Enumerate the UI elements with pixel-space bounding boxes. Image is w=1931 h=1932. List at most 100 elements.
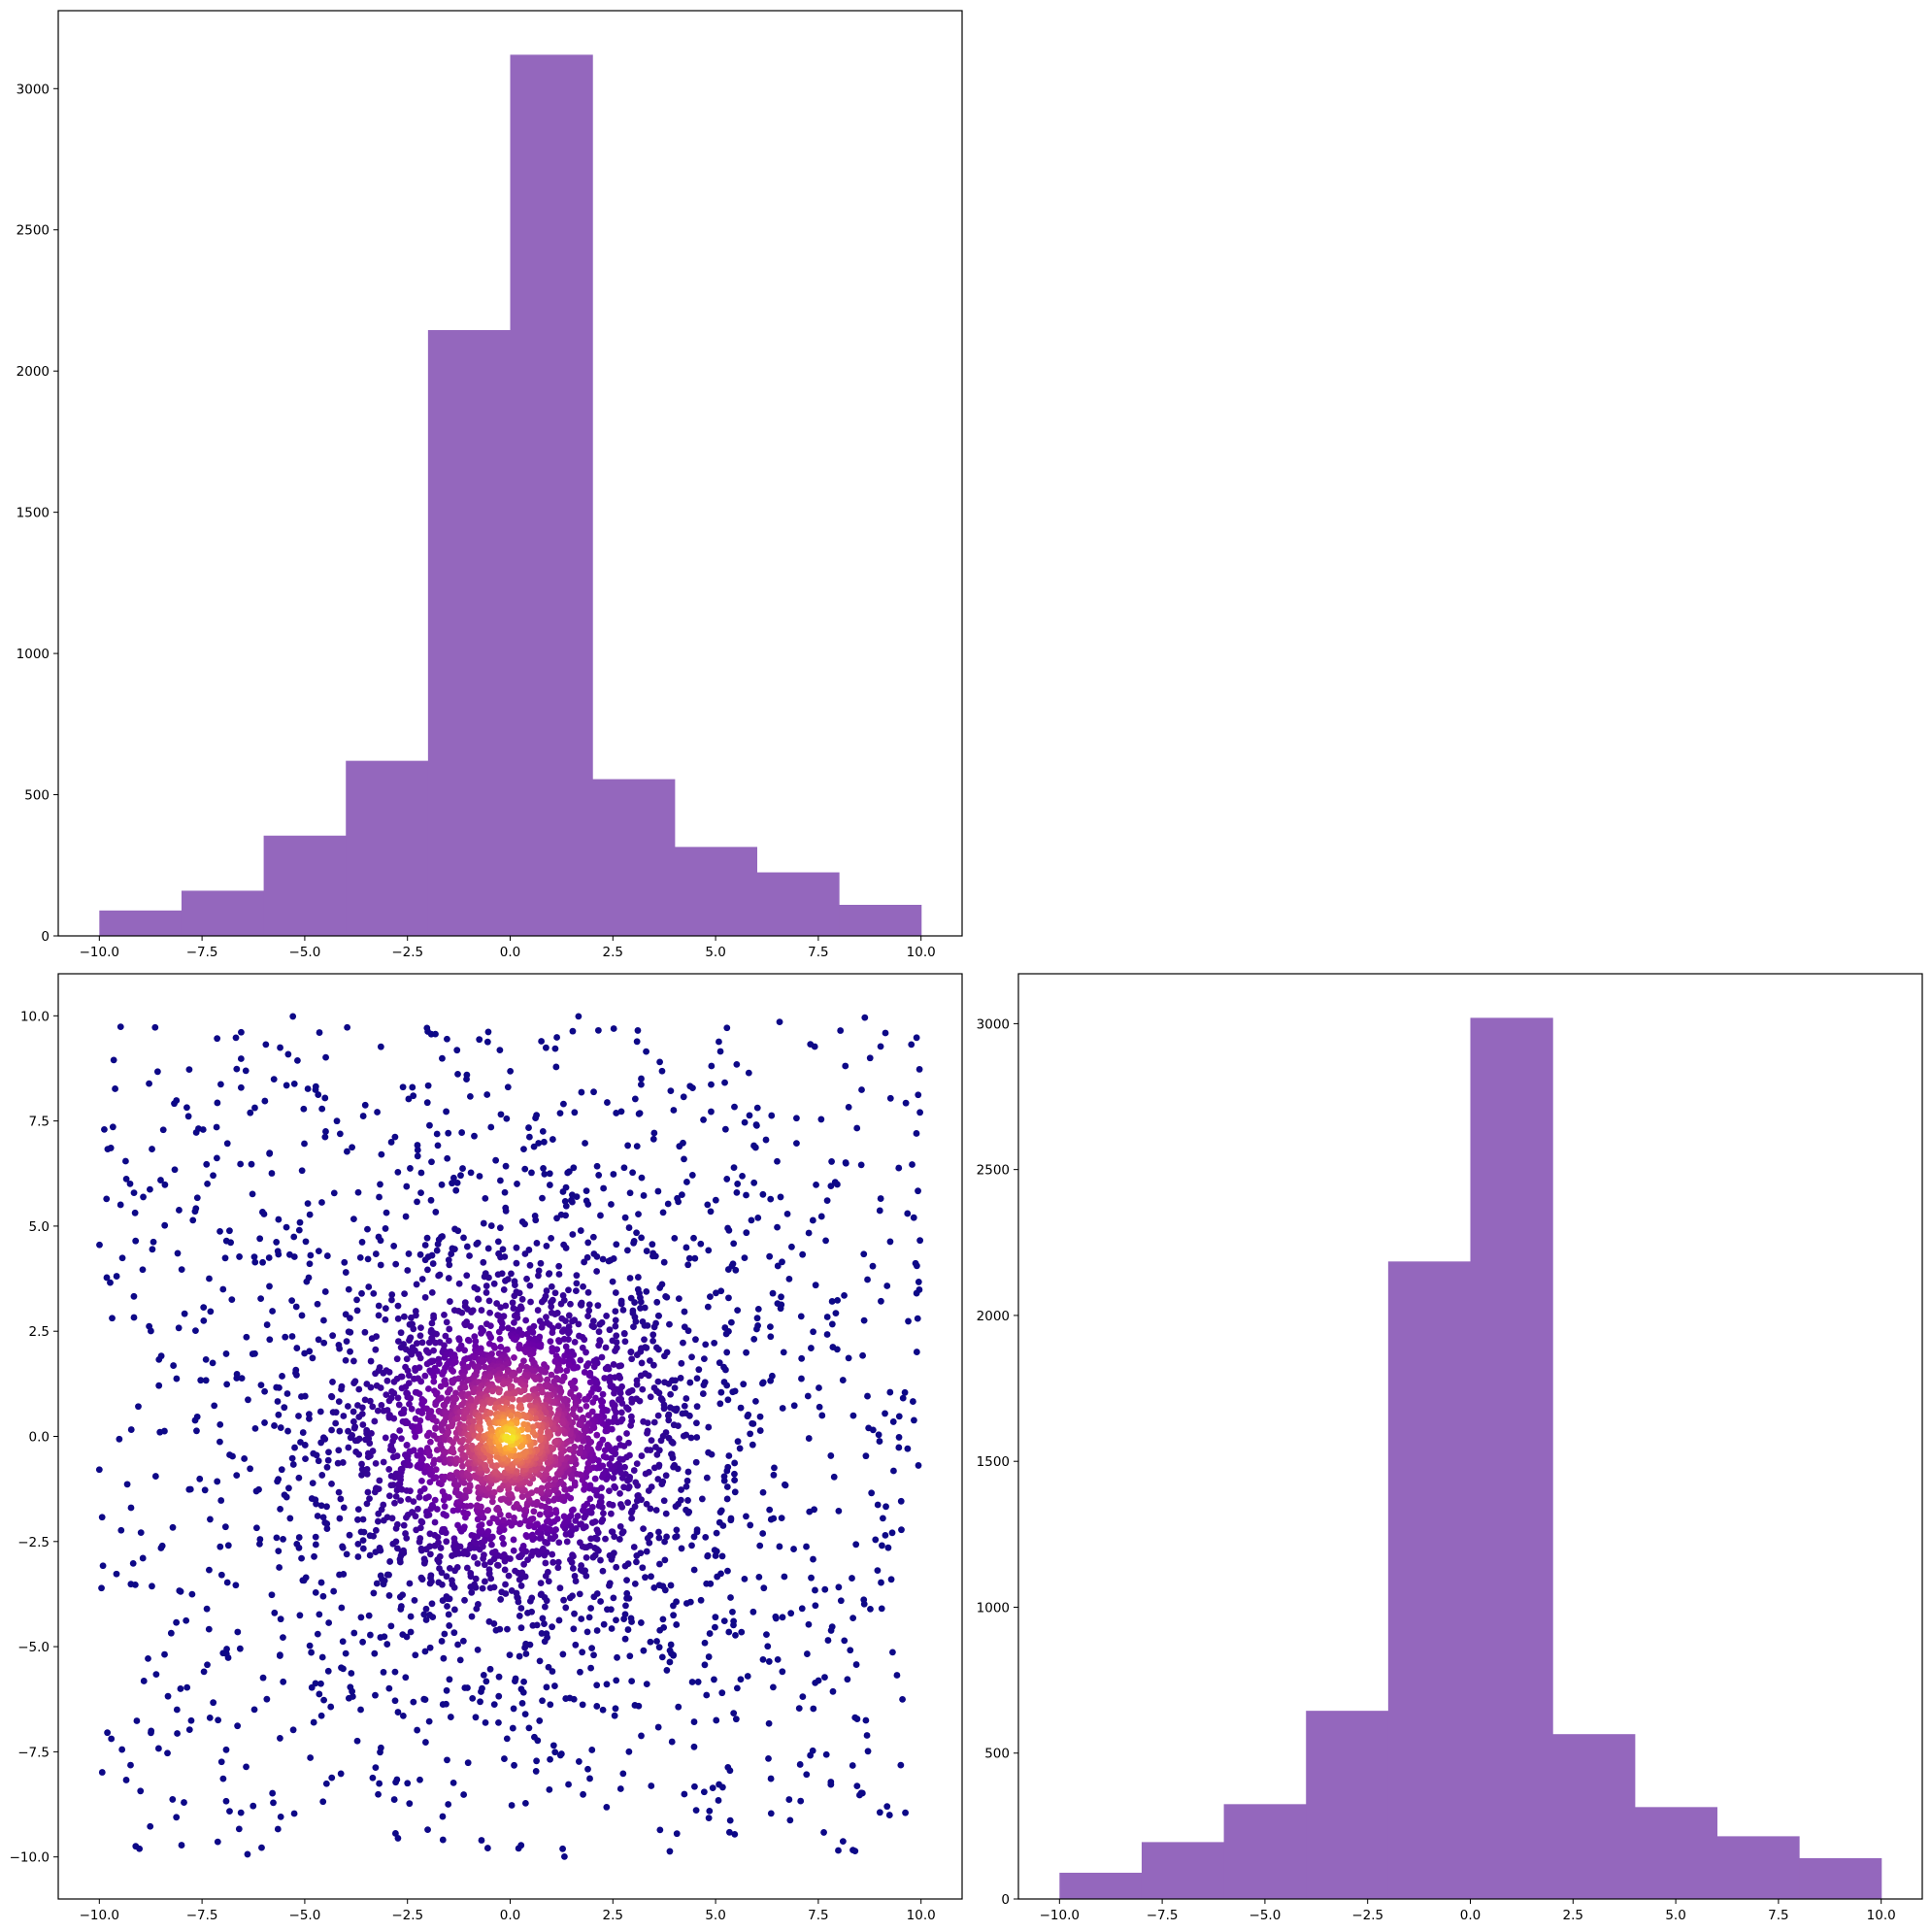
bottom-left-point	[153, 1068, 161, 1076]
bottom-left-point	[662, 1292, 669, 1300]
bottom-left-point	[547, 1755, 553, 1763]
bottom-left-point	[616, 1522, 624, 1530]
bottom-left-point	[878, 1579, 884, 1586]
bottom-left-point	[335, 1398, 343, 1406]
bottom-left-point	[620, 1483, 627, 1491]
bottom-right-bar	[1223, 1804, 1307, 1899]
bottom-left-point	[307, 1251, 315, 1259]
bottom-left-point	[654, 1187, 662, 1195]
bottom-left-point	[658, 1481, 666, 1487]
bottom-left-point	[915, 1187, 921, 1195]
bottom-left-point	[612, 1289, 619, 1296]
bottom-left-point	[268, 1170, 276, 1177]
bottom-left-point	[490, 1701, 498, 1709]
bottom-left-point	[739, 1172, 746, 1180]
bottom-left-point	[720, 1617, 728, 1625]
bottom-left-point	[372, 1764, 380, 1771]
bottom-left-point	[500, 1495, 508, 1503]
bottom-left-point	[539, 1194, 546, 1202]
bottom-left-point	[604, 1441, 612, 1449]
bottom-left-point	[295, 1474, 303, 1482]
bottom-left-point	[841, 1637, 849, 1645]
bottom-left-point	[222, 1797, 230, 1805]
bottom-left-point	[247, 1465, 254, 1473]
bottom-left-point	[189, 1216, 197, 1224]
bottom-left-point	[130, 1314, 138, 1321]
bottom-left-point	[654, 1378, 662, 1385]
bottom-left-point	[703, 1474, 711, 1482]
bottom-left-point	[178, 1842, 185, 1849]
bottom-left-point	[298, 1554, 305, 1562]
bottom-left-point	[619, 1770, 627, 1778]
bottom-left-point	[449, 1420, 456, 1427]
bottom-left-point	[377, 1384, 384, 1391]
bottom-left-point	[532, 1768, 540, 1775]
bottom-left-y-tick-label: −5.0	[17, 1640, 50, 1655]
bottom-left-point	[724, 1396, 732, 1404]
bottom-left-point	[654, 1412, 662, 1419]
bottom-left-point	[403, 1183, 411, 1190]
bottom-left-point	[404, 1267, 412, 1274]
bottom-left-point	[628, 1507, 636, 1515]
bottom-left-point	[672, 1503, 680, 1511]
bottom-left-point	[481, 1454, 488, 1461]
bottom-left-point	[371, 1417, 379, 1425]
bottom-left-point	[713, 1529, 720, 1537]
bottom-left-point	[656, 1826, 664, 1834]
bottom-left-point	[557, 1449, 565, 1457]
bottom-left-point	[522, 1316, 530, 1324]
bottom-left-point	[540, 1165, 547, 1172]
bottom-left-point	[706, 1807, 714, 1815]
top-left-y-tick-label: 0	[41, 929, 50, 945]
bottom-left-point	[306, 1211, 314, 1218]
bottom-left-point	[698, 1495, 706, 1503]
bottom-left-point	[766, 1252, 774, 1260]
bottom-left-point	[529, 1329, 537, 1336]
bottom-left-point	[723, 1467, 731, 1475]
bottom-left-point	[743, 1513, 749, 1520]
bottom-left-point	[423, 1099, 431, 1107]
bottom-left-point	[759, 1190, 767, 1198]
bottom-left-point	[98, 1514, 106, 1521]
bottom-left-point	[216, 1438, 223, 1446]
bottom-left-point	[829, 1344, 837, 1350]
bottom-left-point	[501, 1566, 509, 1574]
bottom-left-point	[625, 1388, 632, 1396]
bottom-left-point	[495, 1328, 503, 1336]
bottom-left-point	[430, 1378, 438, 1385]
bottom-left-point	[202, 1377, 210, 1384]
bottom-left-point	[359, 1516, 367, 1523]
bottom-left-point	[655, 1528, 662, 1536]
bottom-left-point	[600, 1510, 607, 1517]
bottom-left-point	[494, 1238, 502, 1246]
bottom-left-point	[392, 1260, 400, 1268]
bottom-left-y-tick-label: 7.5	[29, 1115, 50, 1130]
bottom-left-point	[354, 1540, 362, 1548]
bottom-left-point	[726, 1816, 734, 1824]
bottom-left-point	[786, 1816, 794, 1824]
bottom-left-point	[295, 1534, 303, 1541]
bottom-left-point	[851, 1714, 859, 1721]
bottom-left-point	[517, 1842, 525, 1849]
bottom-left-point	[446, 1337, 452, 1345]
bottom-left-point	[500, 1286, 508, 1293]
bottom-left-point	[116, 1435, 123, 1443]
bottom-left-point	[694, 1679, 702, 1685]
bottom-left-point	[495, 1377, 502, 1383]
top-left-x-tick-label: −10.0	[80, 945, 119, 960]
bottom-left-point	[589, 1398, 597, 1406]
bottom-left-point	[482, 1578, 488, 1585]
bottom-left-point	[286, 1515, 294, 1522]
bottom-left-point	[306, 1260, 314, 1268]
bottom-left-point	[642, 1574, 649, 1582]
bottom-left-point	[312, 1588, 319, 1596]
bottom-left-point	[569, 1551, 576, 1558]
bottom-left-point	[474, 1646, 482, 1653]
bottom-left-point	[581, 1369, 588, 1376]
bottom-left-point	[391, 1433, 399, 1441]
bottom-left-point	[853, 1782, 861, 1790]
bottom-left-point	[414, 1147, 421, 1153]
bottom-left-point	[621, 1611, 629, 1618]
bottom-left-point	[464, 1684, 471, 1691]
bottom-left-point	[290, 1253, 298, 1260]
